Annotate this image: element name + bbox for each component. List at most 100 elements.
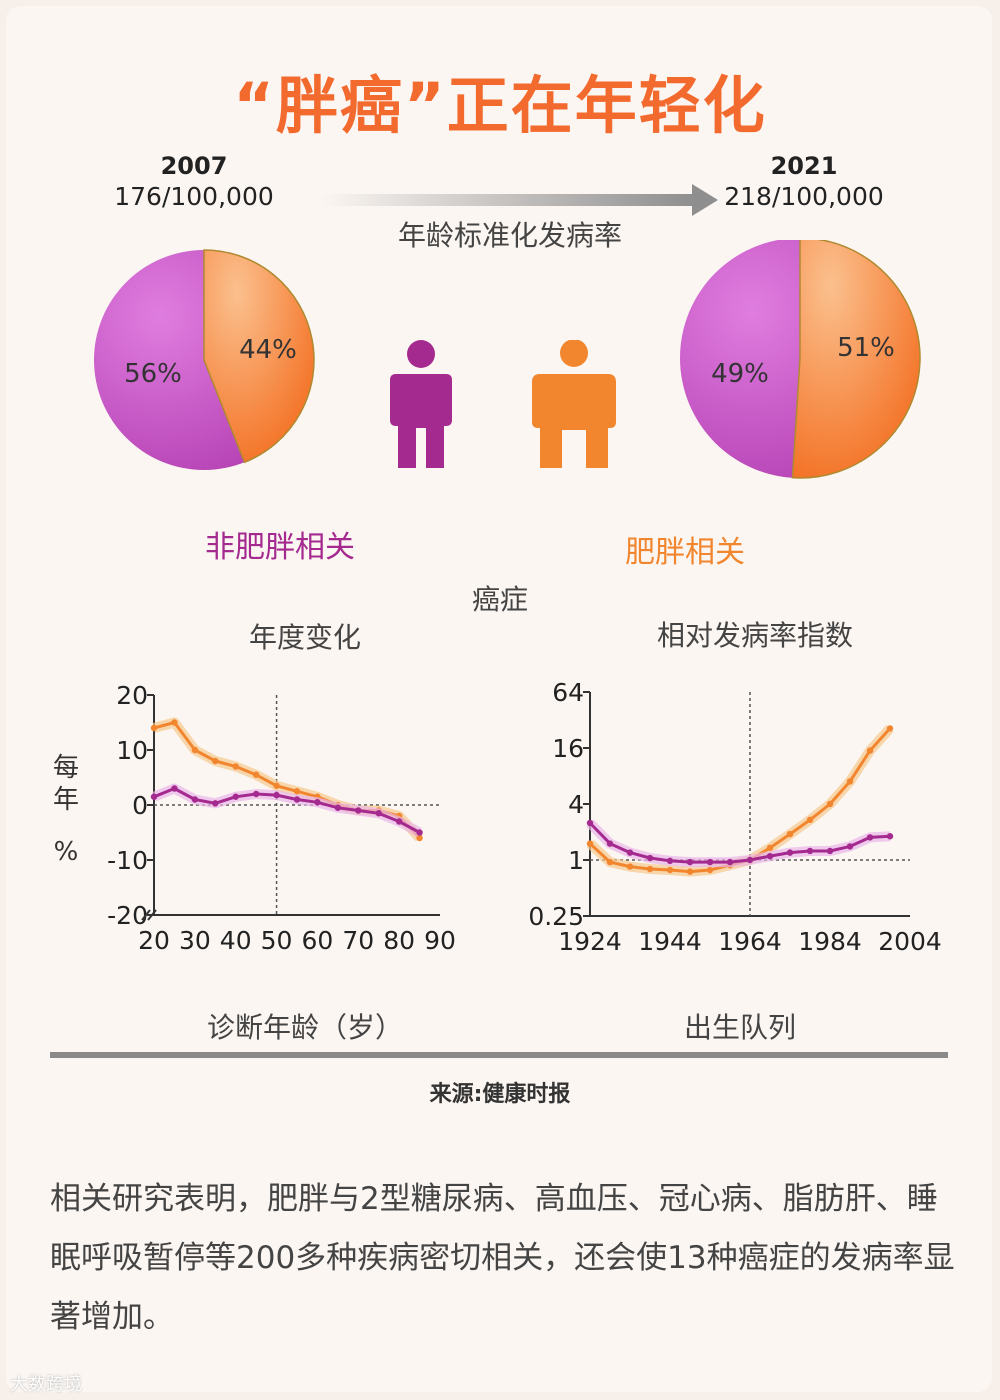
x-tick-label: 20 [138,926,170,955]
x-tick-label: 1924 [558,927,622,956]
pie-2021: 49% 51% [680,240,921,479]
series-non-obesity-point [252,790,260,798]
person-purple-icon [390,340,452,468]
series-obesity-point [171,719,178,726]
x-tick-label: 40 [220,926,252,955]
series-non-obesity-point [314,799,321,806]
series-non-obesity-line [588,821,891,864]
obesity-label: 肥胖相关 [625,535,745,570]
right-year: 2021 [770,152,838,180]
y-axis-label-char: % [53,837,79,867]
age-standardized-rate-label: 年龄标准化发病率 [397,219,622,252]
series-obesity-point [273,782,280,789]
series-non-obesity-point [191,796,199,803]
series-non-obesity-point [666,857,674,865]
source-label: 来源:健康时报 [429,1082,571,1107]
y-tick-label: -20 [107,901,148,930]
series-non-obesity-point [586,819,594,827]
series-non-obesity-point [706,858,714,866]
y-tick-label: 0 [132,791,148,820]
series-obesity-point [646,865,654,873]
pie-slice-obesity [791,240,921,479]
left-rate: 176/100,000 [114,182,274,211]
y-tick-label: 10 [116,736,148,765]
series-obesity-point [886,725,894,732]
series-non-obesity-point [212,800,219,807]
body-paragraph: 相关研究表明，肥胖与2型糖尿病、高血压、冠心病、脂肪肝、睡眠呼吸暂停等200多种… [50,1181,955,1335]
x-tick-label: 80 [383,926,415,955]
series-obesity-point [606,858,614,866]
series-obesity-point [416,834,423,842]
series-non-obesity-point [806,847,814,855]
series-obesity-confidence-band [152,717,424,842]
series-non-obesity-point [786,849,794,856]
series-non-obesity-point [293,796,301,803]
y-axis-label: 每 年 % [46,752,86,868]
x-tick-label: 1964 [718,927,782,956]
divider [50,1052,948,1058]
series-non-obesity-point [150,793,158,800]
series-non-obesity-point [646,854,654,862]
series-non-obesity-point [273,791,280,799]
series-obesity-point [252,771,260,778]
series-obesity-line [153,721,421,840]
pie-label-obesity: 44% [239,335,297,365]
series-obesity-point [766,844,774,852]
series-non-obesity-point [171,785,178,792]
pie-label-non-obesity: 49% [711,359,769,389]
series-obesity-point [150,724,158,732]
series-obesity-point [626,863,634,870]
y-axis-label-char: 每 [52,753,79,783]
series-non-obesity-point [395,818,403,825]
footer-watermark: 大数跨境 [10,1374,82,1395]
series-obesity-point [293,788,301,795]
y-tick-label: 20 [116,681,148,710]
series-non-obesity-point [355,807,362,814]
x-tick-label: 60 [302,926,334,955]
x-axis-title-left: 诊断年龄（岁） [206,1011,403,1044]
axis-break-mark [141,909,151,921]
right-rate: 218/100,000 [724,182,884,211]
series-non-obesity-point [686,858,694,866]
series-non-obesity-point [232,793,239,800]
pie-2007: 56% 44% [94,249,315,470]
pie-label-non-obesity: 56% [124,359,182,389]
series-obesity-point [846,778,854,785]
series-non-obesity-point [626,849,634,856]
arrow-icon [320,184,718,216]
series-non-obesity-point [375,810,382,817]
infographic-card [6,6,992,1392]
non-obesity-label: 非肥胖相关 [205,530,355,565]
y-tick-label: 16 [552,734,584,763]
pie-slice-obesity [203,249,315,464]
series-non-obesity-point [886,833,894,840]
x-axis-title-right: 出生队列 [683,1011,796,1044]
left-year: 2007 [160,152,228,180]
series-obesity-point [666,866,674,874]
series-non-obesity-point [334,804,342,811]
series-non-obesity-point [826,847,834,855]
series-obesity-point [586,840,594,847]
y-tick-label: 64 [552,678,584,707]
person-orange-icon [532,340,616,468]
series-non-obesity-point [416,829,423,836]
pie-label-obesity: 51% [837,333,895,363]
x-tick-label: 2004 [878,927,942,956]
series-obesity-point [191,746,199,754]
y-tick-label: 1 [568,846,584,875]
x-tick-label: 1944 [638,927,702,956]
x-tick-label: 90 [424,926,456,955]
series-non-obesity-point [606,840,614,847]
y-tick-label: 0.25 [528,902,584,931]
series-obesity-point [212,757,219,765]
chart-left-title: 年度变化 [248,621,361,654]
x-tick-label: 50 [261,926,293,955]
series-non-obesity-point [766,852,774,860]
series-obesity-point [826,800,834,808]
series-non-obesity-point [726,858,734,866]
series-non-obesity-point [866,834,874,841]
series-obesity-point [786,830,794,838]
